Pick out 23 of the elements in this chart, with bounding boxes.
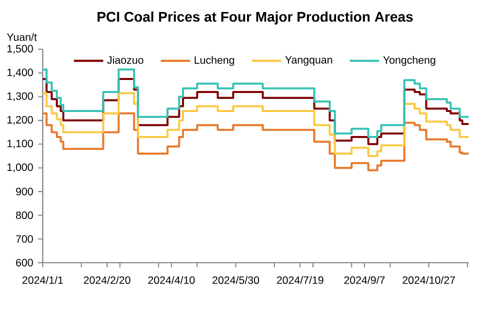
x-tick-label: 2024/1/1	[22, 276, 63, 284]
x-tick-label: 2024/7/19	[276, 276, 324, 284]
y-tick-label: 1,400	[7, 68, 33, 78]
y-tick-label: 1,300	[7, 92, 33, 102]
legend-label: Lucheng	[194, 56, 234, 66]
x-tick-label: 2024/10/27	[402, 276, 455, 284]
y-tick-label: 1,000	[7, 163, 33, 172]
x-tick-label: 2024/4/10	[148, 276, 195, 284]
y-tick-label: 1,200	[7, 116, 33, 125]
chart-title: PCI Coal Prices at Four Major Production Areas	[98, 11, 413, 25]
y-tick-label: 600	[16, 258, 33, 266]
y-tick-label: 700	[16, 235, 33, 243]
y-axis-title: Yuan/t	[6, 33, 37, 41]
y-tick-label: 1,100	[7, 140, 33, 149]
x-tick-label: 2024/9/7	[344, 276, 385, 284]
legend-label: Yongcheng	[383, 56, 436, 66]
y-tick-label: 800	[16, 212, 33, 220]
x-tick-label: 2024/2/20	[84, 276, 130, 284]
y-tick-label: 1,500	[7, 44, 33, 54]
legend-label: Jiaozuo	[107, 56, 144, 64]
y-tick-label: 900	[16, 188, 33, 196]
x-tick-label: 2024/5/30	[212, 276, 260, 284]
legend-label: Yangquan	[285, 56, 332, 66]
